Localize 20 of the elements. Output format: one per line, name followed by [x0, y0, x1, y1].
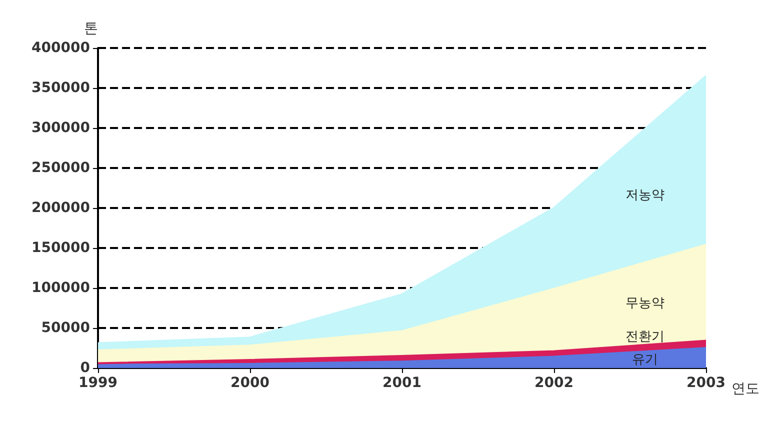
y-tick-label: 400000 — [32, 40, 90, 56]
y-tick-label: 150000 — [32, 240, 90, 256]
series-label: 전환기 — [626, 329, 665, 344]
x-tick-label: 2003 — [686, 375, 726, 391]
x-tick-label: 2002 — [534, 375, 574, 391]
y-tick-label: 350000 — [32, 80, 90, 96]
x-tick-label: 2001 — [382, 375, 422, 391]
x-tick-label: 1999 — [78, 375, 118, 391]
y-tick-label: 200000 — [32, 200, 90, 216]
y-tick-label: 300000 — [32, 120, 90, 136]
x-tick-label: 2000 — [230, 375, 270, 391]
y-tick-label: 50000 — [41, 320, 90, 336]
x-axis-title: 연도 — [731, 381, 760, 397]
series-label: 유기 — [632, 352, 658, 368]
y-tick-label: 100000 — [32, 280, 90, 296]
y-tick-label: 0 — [80, 360, 90, 376]
series-label: 저농약 — [626, 188, 665, 204]
y-axis-title: 톤 — [84, 21, 98, 37]
y-tick-label: 250000 — [32, 160, 90, 176]
series-label: 무농약 — [626, 296, 665, 312]
